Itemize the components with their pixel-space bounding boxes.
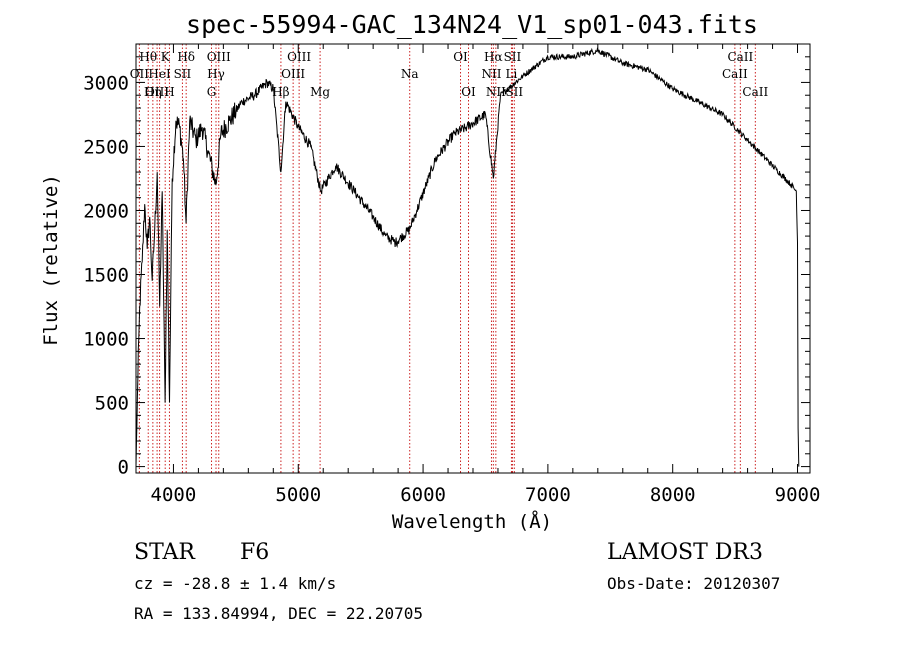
y-tick-label: 2500 [83, 136, 129, 158]
x-tick-label: 7000 [525, 484, 571, 506]
spectral-line-markers [138, 44, 756, 473]
observation-date: Obs-Date: 20120307 [607, 574, 780, 593]
y-axis-ticks: 0 500 1000 1500 2000 2500 3000 [83, 56, 810, 479]
spectral-line-label: H [164, 85, 174, 99]
y-tick-label: 1000 [83, 329, 129, 351]
spectral-line-label: SII [505, 85, 523, 99]
spectral-line-label: OIII [281, 67, 305, 81]
sky-coordinates: RA = 133.84994, DEC = 22.20705 [134, 604, 423, 623]
spectral-line-label: Hγ [207, 67, 225, 81]
x-axis-ticks: 4000 5000 6000 7000 8000 9000 [151, 44, 821, 506]
spectral-line-label: Hη [144, 85, 162, 99]
spectral-line-label: Na [401, 67, 419, 81]
spectral-line-label: Li [506, 67, 518, 81]
spectral-line-label: CaII [742, 85, 768, 99]
x-axis-label: Wavelength (Å) [392, 510, 552, 533]
spectral-line-label: HeI [148, 67, 171, 81]
x-tick-label: 4000 [151, 484, 197, 506]
spectral-line-label: K [161, 50, 171, 64]
spectral-line-label: OII [130, 67, 150, 81]
spectral-line-label: SII [174, 67, 192, 81]
x-tick-label: 5000 [275, 484, 321, 506]
spectral-line-label: OI [453, 50, 468, 64]
spectral-line-label: OIII [145, 85, 169, 99]
spectral-line-label: CaII [727, 50, 753, 64]
spectral-line-label: Mg [310, 85, 330, 99]
spectral-line-label: OI [461, 85, 476, 99]
spectral-line-label: NII [481, 67, 501, 81]
spectral-line-label: G [207, 85, 217, 99]
spectral-line-label: Hβ [272, 85, 289, 99]
spectral-line-label: Hδ [177, 50, 195, 64]
x-tick-label: 8000 [650, 484, 696, 506]
object-class: STAR [134, 540, 196, 565]
x-tick-label: 6000 [400, 484, 446, 506]
y-tick-label: 1500 [83, 265, 129, 287]
spectral-line-label: Hα [484, 50, 503, 64]
survey-name: LAMOST DR3 [607, 540, 763, 565]
y-axis-label: Flux (relative) [40, 174, 62, 346]
y-tick-label: 3000 [83, 72, 129, 94]
y-tick-label: 500 [95, 393, 129, 415]
y-tick-label: 2000 [83, 200, 129, 222]
object-subclass: F6 [240, 540, 269, 565]
y-tick-label: 0 [118, 457, 129, 479]
redshift-value: cz = -28.8 ± 1.4 km/s [134, 574, 336, 593]
spectral-line-label: CaII [722, 67, 748, 81]
x-tick-label: 9000 [775, 484, 821, 506]
spectral-line-label: Hθ [139, 50, 157, 64]
spectral-line-label: NII [486, 85, 506, 99]
chart-title: spec-55994-GAC_134N24_V1_sp01-043.fits [186, 10, 758, 39]
spectral-line-label: OIII [207, 50, 231, 64]
spectrum-series-line [135, 47, 800, 467]
spectral-line-label: SII [504, 50, 522, 64]
spectral-line-label: OIII [287, 50, 311, 64]
